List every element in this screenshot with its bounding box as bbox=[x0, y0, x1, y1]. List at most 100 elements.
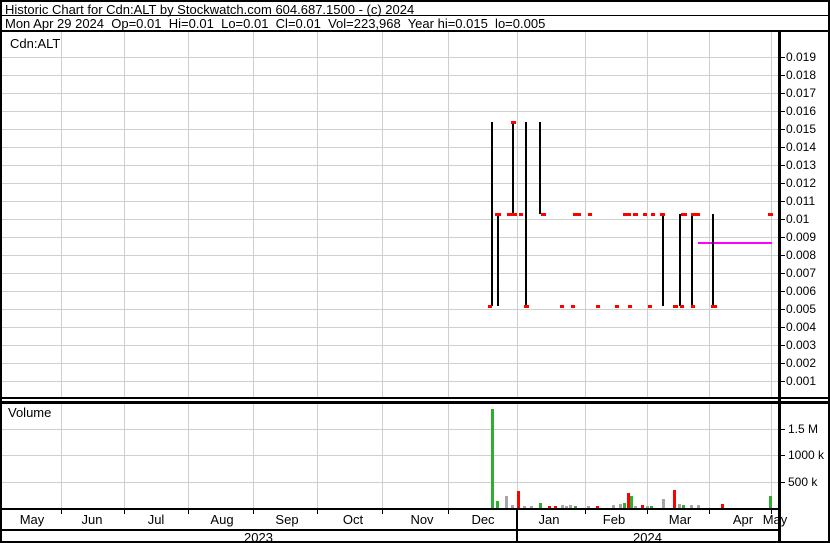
volume-bar bbox=[511, 505, 514, 508]
month-label: May bbox=[19, 512, 45, 527]
price-axis-label: 0.011 bbox=[786, 194, 816, 208]
price-axis-label: 0.008 bbox=[786, 248, 817, 262]
close-tick bbox=[615, 305, 619, 308]
month-tick bbox=[382, 510, 383, 514]
price-gridline bbox=[2, 327, 778, 328]
symbol-label: Cdn:ALT bbox=[10, 36, 61, 51]
frame-left bbox=[0, 0, 2, 543]
close-tick bbox=[660, 213, 665, 216]
price-bar bbox=[512, 122, 514, 214]
price-axis-label: 0.009 bbox=[786, 230, 817, 244]
price-bar bbox=[539, 122, 541, 214]
volume-axis-tick bbox=[779, 455, 785, 456]
price-bar bbox=[691, 214, 693, 306]
volume-bar bbox=[627, 493, 630, 508]
volume-bar bbox=[697, 505, 700, 508]
volume-bar bbox=[554, 506, 557, 508]
month-gridline bbox=[188, 404, 189, 508]
price-axis-tick bbox=[779, 291, 785, 292]
volume-bar bbox=[690, 505, 693, 508]
price-panel-top-border bbox=[0, 30, 830, 32]
close-tick bbox=[560, 305, 564, 308]
month-tick bbox=[253, 510, 254, 514]
price-gridline bbox=[2, 255, 778, 256]
month-gridline bbox=[517, 32, 518, 397]
price-axis-tick bbox=[779, 201, 785, 202]
volume-bar bbox=[523, 506, 526, 508]
header-divider bbox=[0, 15, 830, 16]
volume-bar bbox=[565, 506, 568, 508]
volume-axis-label: 1000 k bbox=[788, 448, 825, 462]
volume-bar bbox=[548, 506, 551, 508]
volume-bar bbox=[630, 496, 633, 508]
price-axis-tick bbox=[779, 327, 785, 328]
month-gridline bbox=[188, 32, 189, 397]
month-label: Jan bbox=[538, 512, 560, 527]
price-axis-label: 0.014 bbox=[786, 140, 817, 154]
price-axis-tick bbox=[779, 345, 785, 346]
price-axis-tick bbox=[779, 237, 785, 238]
volume-bar bbox=[650, 506, 653, 508]
month-gridline bbox=[253, 404, 254, 508]
month-gridline bbox=[647, 404, 648, 508]
volume-axis-label: 1.5 M bbox=[788, 422, 819, 436]
close-tick bbox=[596, 305, 600, 308]
close-tick bbox=[691, 305, 695, 308]
price-axis-label: 0.003 bbox=[786, 338, 817, 352]
price-gridline bbox=[2, 129, 778, 130]
month-label: Mar bbox=[668, 512, 692, 527]
month-label: Jun bbox=[81, 512, 103, 527]
close-tick bbox=[541, 213, 546, 216]
close-tick bbox=[680, 305, 684, 308]
volume-bar bbox=[634, 506, 637, 508]
month-gridline bbox=[585, 404, 586, 508]
last-price-line bbox=[698, 242, 772, 244]
price-bar bbox=[712, 214, 714, 306]
month-tick bbox=[585, 510, 586, 514]
month-gridline bbox=[382, 404, 383, 508]
price-axis-label: 0.017 bbox=[786, 86, 817, 100]
frame-top bbox=[0, 0, 830, 2]
price-bar bbox=[525, 122, 527, 306]
close-tick bbox=[673, 305, 678, 308]
month-gridline bbox=[61, 404, 62, 508]
volume-axis-tick bbox=[779, 482, 785, 483]
close-tick bbox=[711, 305, 717, 308]
month-tick bbox=[317, 510, 318, 514]
month-gridline bbox=[317, 404, 318, 508]
volume-bar bbox=[574, 506, 577, 508]
month-label: May bbox=[762, 512, 788, 527]
month-gridline bbox=[709, 32, 710, 397]
volume-panel-label: Volume bbox=[8, 405, 52, 420]
month-tick bbox=[188, 510, 189, 514]
month-label: Nov bbox=[410, 512, 434, 527]
close-tick bbox=[524, 305, 529, 308]
month-tick bbox=[124, 510, 125, 514]
price-volume-separator-b bbox=[0, 401, 830, 404]
month-year-separator bbox=[0, 529, 779, 531]
price-axis-label: 0.015 bbox=[786, 122, 817, 136]
price-bar bbox=[497, 214, 499, 306]
quote-summary: Mon Apr 29 2024 Op=0.01 Hi=0.01 Lo=0.01 … bbox=[5, 16, 546, 31]
close-tick bbox=[623, 213, 631, 216]
volume-gridline bbox=[2, 482, 778, 483]
volume-bar bbox=[673, 490, 676, 508]
close-tick bbox=[628, 305, 632, 308]
month-tick bbox=[448, 510, 449, 514]
volume-bar bbox=[641, 505, 644, 508]
month-gridline bbox=[517, 404, 518, 508]
month-gridline bbox=[124, 404, 125, 508]
price-gridline bbox=[2, 309, 778, 310]
close-tick bbox=[643, 213, 647, 216]
price-gridline bbox=[2, 363, 778, 364]
price-axis-tick bbox=[779, 381, 785, 382]
volume-bar bbox=[769, 496, 772, 508]
price-axis-label: 0.006 bbox=[786, 284, 817, 298]
month-tick bbox=[61, 510, 62, 514]
volume-bar bbox=[530, 506, 533, 508]
price-volume-separator-a bbox=[0, 397, 830, 399]
price-bar bbox=[662, 214, 664, 306]
volume-bar bbox=[505, 496, 508, 508]
price-axis-tick bbox=[779, 147, 785, 148]
